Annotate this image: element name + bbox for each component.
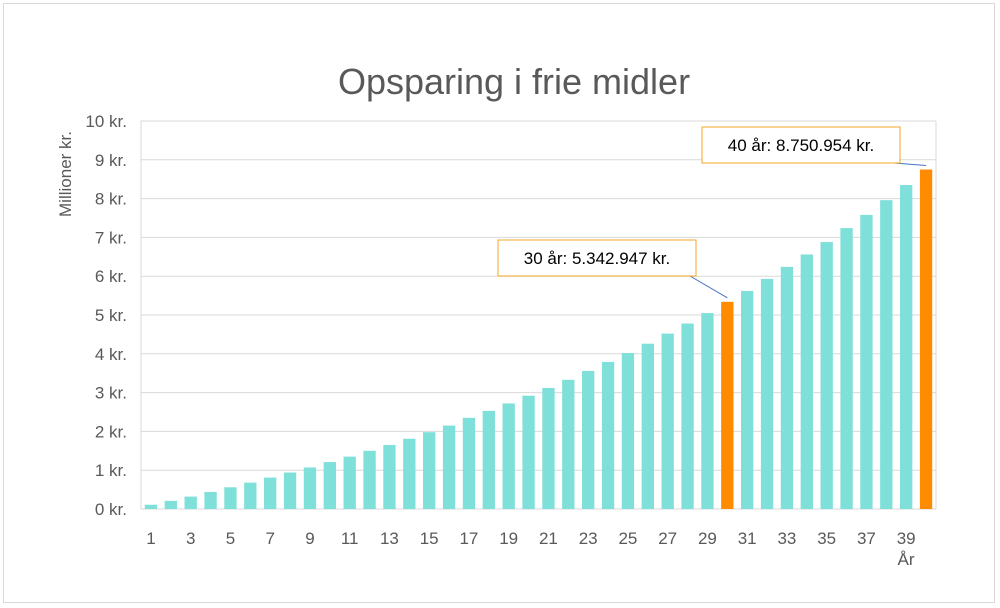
bar-year-3 <box>184 496 197 509</box>
bar-year-25 <box>621 353 635 509</box>
bar-year-24 <box>601 361 615 509</box>
gridlines <box>140 120 937 510</box>
bar-year-11 <box>343 456 356 509</box>
x-tick-label: 7 <box>265 529 274 548</box>
bar-year-16 <box>442 425 456 509</box>
bar-year-39 <box>900 185 913 509</box>
bar-year-35 <box>820 242 833 509</box>
x-axis-label: År <box>898 550 915 569</box>
bar-year-10 <box>323 462 336 509</box>
x-tick-label: 33 <box>777 529 796 548</box>
bar-year-38 <box>880 200 893 510</box>
x-tick-label: 13 <box>380 529 399 548</box>
y-tick-label: 4 kr. <box>95 345 127 364</box>
bar-year-21 <box>542 387 555 509</box>
x-tick-label: 3 <box>186 529 195 548</box>
x-tick-label: 19 <box>499 529 518 548</box>
annotation-label-30: 30 år: 5.342.947 kr. <box>524 249 671 268</box>
y-tick-label: 1 kr. <box>95 461 127 480</box>
annotation-label-40: 40 år: 8.750.954 kr. <box>728 136 875 155</box>
x-tick-label: 37 <box>857 529 876 548</box>
y-tick-label: 0 kr. <box>95 500 127 519</box>
y-axis-label: Millioner kr. <box>56 131 75 217</box>
bar-year-36 <box>840 228 853 509</box>
y-tick-label: 10 kr. <box>85 112 127 131</box>
bar-year-22 <box>562 379 575 509</box>
x-tick-label: 25 <box>618 529 637 548</box>
bar-year-6 <box>244 482 257 509</box>
bar-year-40 <box>919 169 933 509</box>
bar-year-2 <box>164 500 177 509</box>
bar-year-29 <box>701 313 714 509</box>
x-tick-label: 5 <box>226 529 235 548</box>
bar-year-32 <box>760 278 774 509</box>
bar-year-30 <box>721 301 734 509</box>
annotation-box-30 <box>497 239 697 277</box>
bar-year-31 <box>741 290 754 509</box>
bar-year-37 <box>860 214 873 509</box>
x-tick-label: 9 <box>305 529 314 548</box>
bar-year-7 <box>264 477 277 509</box>
bar-year-19 <box>502 403 515 509</box>
x-tick-label: 39 <box>897 529 916 548</box>
annotations: 30 år: 5.342.947 kr. 40 år: 8.750.954 kr. <box>497 126 927 299</box>
bar-year-12 <box>363 450 376 509</box>
x-tick-label: 31 <box>738 529 757 548</box>
bar-year-33 <box>780 266 794 509</box>
bar-year-5 <box>224 487 237 509</box>
annotation-box-40 <box>701 126 901 164</box>
annotation-leader-30 <box>689 275 728 299</box>
bar-year-28 <box>681 323 694 509</box>
bar-year-9 <box>303 467 317 509</box>
x-tick-label: 35 <box>817 529 836 548</box>
x-tick-label: 17 <box>459 529 478 548</box>
bar-year-26 <box>641 343 654 509</box>
x-tick-label: 27 <box>658 529 677 548</box>
x-tick-label: 15 <box>420 529 439 548</box>
bar-year-4 <box>204 491 217 509</box>
bar-chart: Opsparing i frie midler 0 kr. 1 kr. 2 kr. 3… <box>56 61 937 569</box>
x-tick-labels: 1 3 5 7 9 11 13 15 17 19 21 23 25 27 29 31 33 35 37 39 <box>146 529 915 548</box>
x-tick-label: 29 <box>698 529 717 548</box>
chart-title: Opsparing i frie midler <box>338 61 690 102</box>
y-tick-labels: 0 kr. 1 kr. 2 kr. 3 kr. 4 kr. 5 kr. 6 kr. 7 kr.… <box>85 112 127 519</box>
bars <box>144 169 933 510</box>
bar-year-14 <box>403 438 416 509</box>
y-tick-label: 9 kr. <box>95 151 127 170</box>
bar-year-34 <box>800 254 813 509</box>
y-tick-label: 3 kr. <box>95 384 127 403</box>
bar-year-27 <box>661 333 674 509</box>
x-tick-label: 1 <box>146 529 155 548</box>
bar-year-20 <box>522 395 535 509</box>
bar-year-13 <box>383 444 396 509</box>
y-tick-label: 7 kr. <box>95 228 127 247</box>
y-tick-label: 2 kr. <box>95 422 127 441</box>
chart-frame: Opsparing i frie midler 0 kr. 1 kr. 2 kr. 3… <box>3 3 995 603</box>
bar-year-1 <box>144 504 158 509</box>
bar-year-15 <box>423 432 436 509</box>
x-tick-label: 11 <box>341 529 359 548</box>
x-tick-label: 21 <box>539 529 558 548</box>
bar-year-23 <box>582 370 595 509</box>
bar-year-17 <box>462 417 476 509</box>
y-tick-label: 6 kr. <box>95 267 127 286</box>
bar-year-18 <box>482 410 495 509</box>
y-tick-label: 5 kr. <box>95 306 127 325</box>
y-tick-label: 8 kr. <box>95 190 127 209</box>
bar-year-8 <box>283 472 297 509</box>
x-tick-label: 23 <box>579 529 598 548</box>
